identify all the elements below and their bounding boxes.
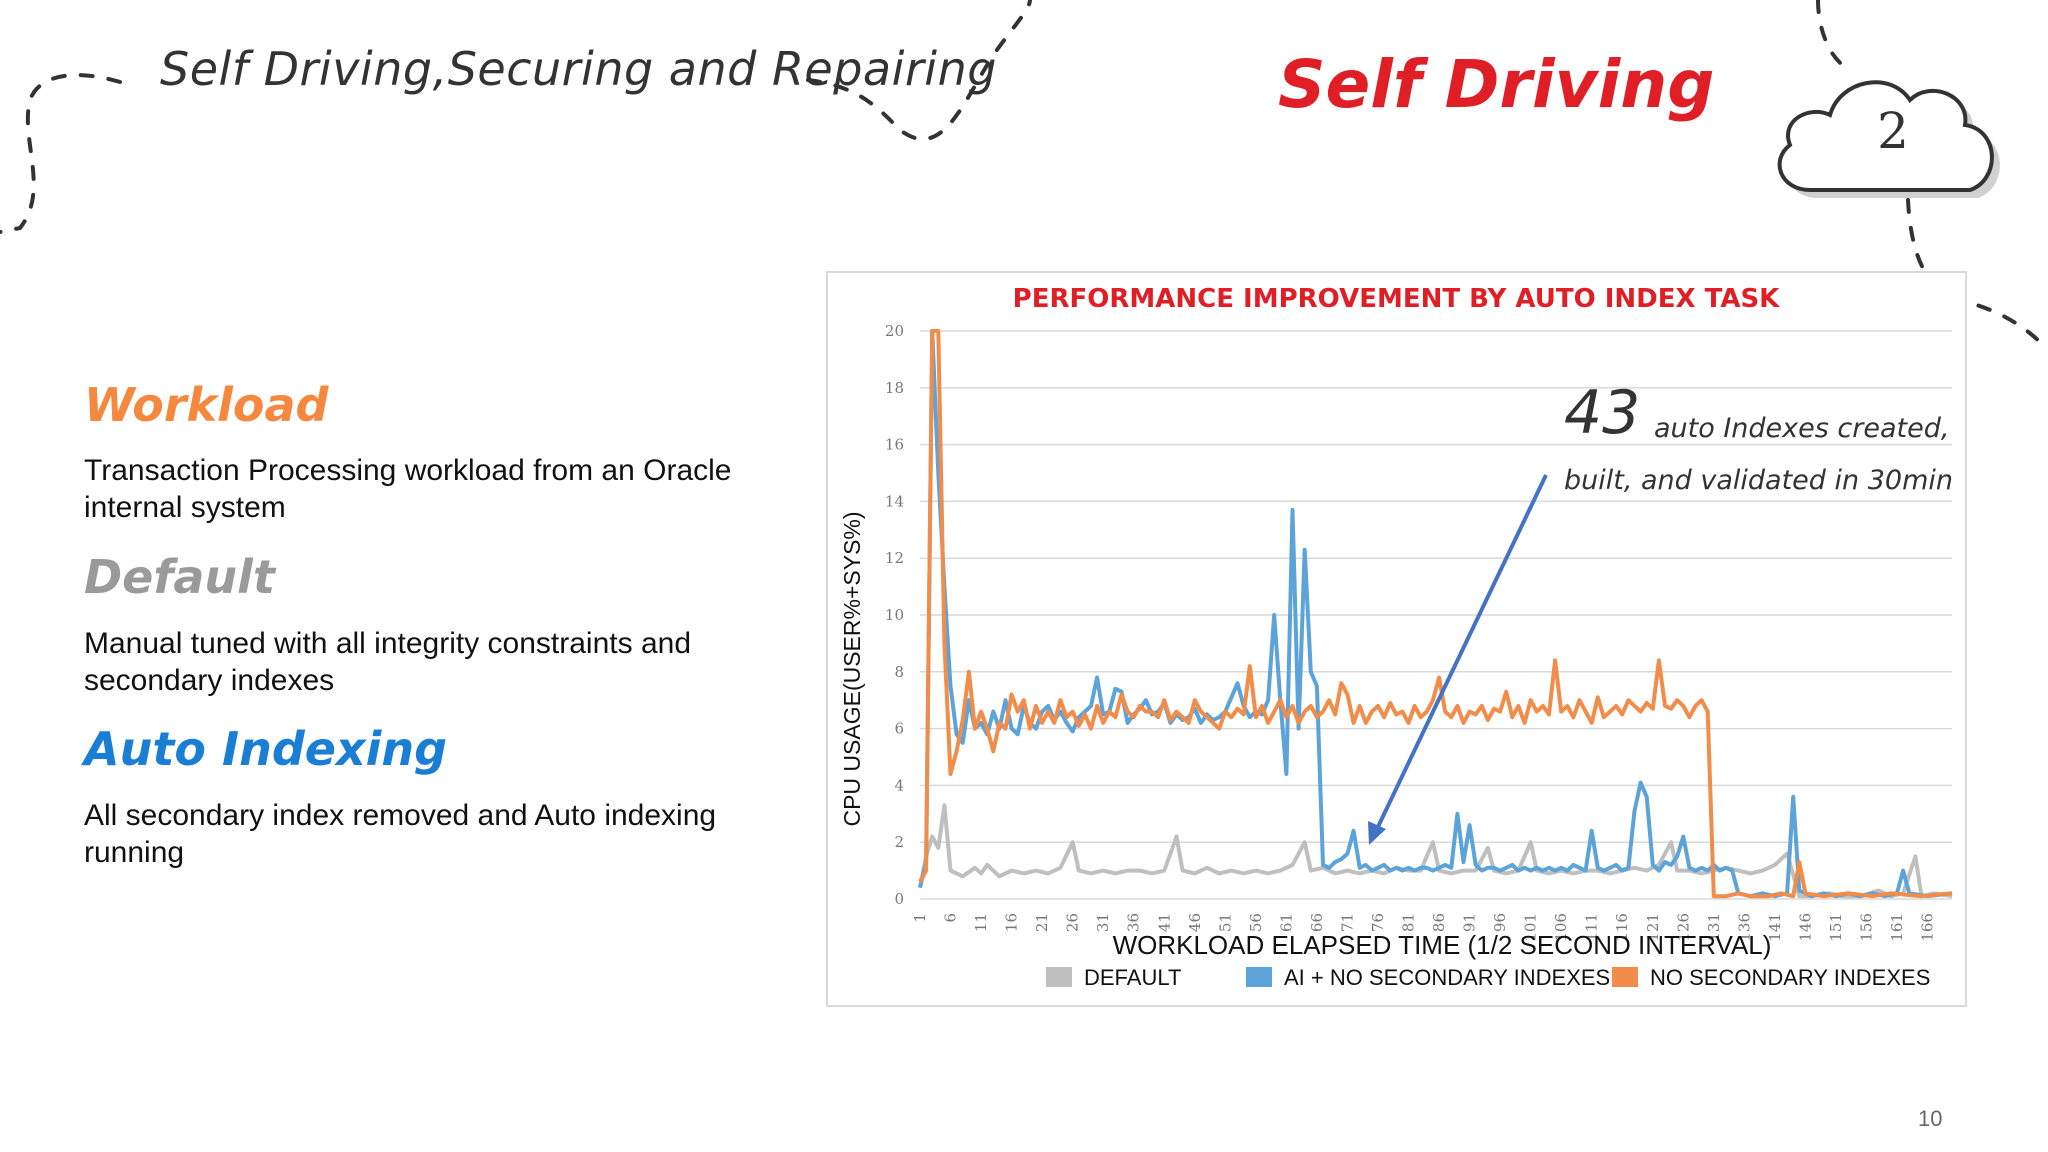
legend-label-3: NO SECONDARY INDEXES [1650, 965, 1930, 990]
page-number: 10 [1918, 1106, 1943, 1131]
annotation-line1: auto Indexes created, [1654, 413, 1949, 444]
x-axis-label: WORKLOAD ELAPSED TIME (1/2 SECOND INTERV… [1113, 930, 1772, 960]
x-tick-label: 101 [1522, 913, 1540, 942]
series-line-3 [918, 329, 1953, 899]
x-tick-label: 11 [972, 913, 990, 932]
y-tick-label: 18 [885, 379, 904, 397]
x-tick-label: 81 [1400, 913, 1418, 932]
x-tick-label: 76 [1369, 913, 1387, 932]
chart-frame: PERFORMANCE IMPROVEMENT BY AUTO INDEX TA… [826, 271, 1967, 1007]
chart-title: PERFORMANCE IMPROVEMENT BY AUTO INDEX TA… [1013, 284, 1780, 314]
x-tick-label: 96 [1491, 913, 1509, 932]
x-tick-label: 166 [1919, 913, 1937, 942]
annotation-arrowhead [1368, 821, 1386, 845]
x-axis-ticks: 1 6 11 16 21 26 31 36 41 46 51 56 61 66 71 76 81 86 91 96 10… [911, 913, 1937, 942]
y-tick-label: 12 [885, 549, 904, 567]
x-tick-label: 91 [1461, 913, 1479, 932]
default-heading: Default [84, 550, 275, 604]
y-tick-label: 10 [885, 606, 904, 624]
x-tick-label: 71 [1338, 913, 1356, 932]
annotation-arrow [1374, 474, 1548, 832]
auto-indexing-heading: Auto Indexing [84, 722, 448, 776]
slide-title: Self Driving [1278, 46, 1715, 123]
chart-series-lines [918, 329, 1953, 899]
x-tick-label: 31 [1094, 913, 1112, 932]
x-tick-label: 141 [1766, 913, 1784, 942]
header-title: Self Driving,Securing and Repairing [160, 42, 997, 96]
x-tick-label: 26 [1064, 913, 1082, 932]
cloud-icon [1777, 80, 2000, 198]
default-description: Manual tuned with all integrity constrai… [84, 627, 692, 697]
x-tick-label: 56 [1247, 913, 1265, 932]
y-tick-label: 16 [885, 436, 904, 454]
x-tick-label: 41 [1155, 913, 1173, 932]
auto-indexing-description: All secondary index removed and Auto ind… [84, 799, 717, 869]
workload-description: Transaction Processing workload from an … [84, 454, 732, 524]
legend-swatch-3 [1612, 967, 1638, 987]
slide-badge: 2 [1877, 102, 1909, 160]
x-tick-label: 36 [1125, 913, 1143, 932]
x-tick-label: 86 [1430, 913, 1448, 932]
workload-heading: Workload [84, 378, 329, 432]
x-tick-label: 136 [1735, 913, 1753, 942]
annotation-line2: built, and validated in 30min [1564, 465, 1953, 496]
x-tick-label: 121 [1644, 913, 1662, 942]
x-tick-label: 6 [942, 913, 960, 923]
x-tick-label: 131 [1705, 913, 1723, 942]
x-tick-label: 61 [1277, 913, 1295, 932]
chart-legend: DEFAULT AI + NO SECONDARY INDEXES NO SECON… [1046, 965, 1930, 990]
legend-swatch-2 [1246, 967, 1272, 987]
legend-swatch-1 [1046, 967, 1072, 987]
x-tick-label: 126 [1674, 913, 1692, 942]
y-tick-label: 8 [894, 663, 904, 681]
y-tick-label: 2 [894, 833, 904, 851]
y-tick-label: 4 [894, 776, 904, 794]
series-line-2 [918, 329, 1953, 899]
y-tick-label: 0 [894, 890, 904, 908]
x-tick-label: 16 [1003, 913, 1021, 932]
y-axis-label: CPU USAGE(USER%+SYS%) [839, 511, 865, 826]
cpu-usage-chart: PERFORMANCE IMPROVEMENT BY AUTO INDEX TA… [839, 284, 1953, 990]
legend-label-1: DEFAULT [1084, 965, 1181, 990]
y-tick-label: 20 [885, 322, 904, 340]
x-tick-label: 116 [1613, 913, 1631, 942]
x-tick-label: 66 [1308, 913, 1326, 932]
series-line-1 [918, 803, 1953, 899]
legend-label-2: AI + NO SECONDARY INDEXES [1284, 965, 1610, 990]
x-tick-label: 51 [1216, 913, 1234, 932]
y-tick-label: 14 [885, 492, 904, 510]
x-tick-label: 161 [1888, 913, 1906, 942]
y-tick-label: 6 [894, 720, 904, 738]
x-tick-label: 46 [1186, 913, 1204, 932]
x-tick-label: 21 [1033, 913, 1051, 932]
x-tick-label: 106 [1552, 913, 1570, 942]
x-tick-label: 111 [1583, 913, 1601, 942]
y-axis-ticks: 0 2 4 6 8 10 12 14 16 18 20 [885, 322, 904, 908]
x-tick-label: 1 [911, 913, 929, 923]
x-tick-label: 156 [1858, 913, 1876, 942]
annotation-number: 43 [1564, 378, 1640, 448]
x-tick-label: 146 [1796, 913, 1814, 942]
x-tick-label: 151 [1827, 913, 1845, 942]
